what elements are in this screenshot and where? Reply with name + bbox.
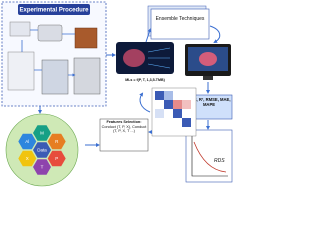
cell <box>155 109 164 118</box>
hexagon <box>33 125 51 141</box>
sample <box>74 27 98 49</box>
hex-label: Data <box>37 148 47 153</box>
graph-box <box>185 129 233 183</box>
result-label: RDS <box>214 158 225 164</box>
diagram: Experimental Procedure MLs = f(P, T, 1,3… <box>1 1 233 187</box>
features-wrap: Features Selection: Conduct (T, P, X), C… <box>101 120 147 134</box>
hexagon <box>18 150 37 167</box>
arrow <box>209 25 221 43</box>
hexagon <box>18 133 37 150</box>
features: Features Selection: Conduct (T, P, X), C… <box>101 120 147 134</box>
metrics-text: MSE, R², RMSE, MAE, MAPE <box>187 97 231 108</box>
features-text: Conduct (T, P, X), Conduct (T, P, X, T .… <box>101 124 147 134</box>
hexagons: Data P T X Al M R <box>18 125 66 175</box>
cell <box>182 100 191 109</box>
hexagon <box>47 150 66 167</box>
features-title: Features Selection: <box>106 120 142 124</box>
hex-label: X <box>26 156 29 161</box>
instrument <box>7 51 35 91</box>
hex-label: Al <box>25 139 29 144</box>
graph-axes <box>191 136 228 177</box>
arrows <box>21 29 75 75</box>
heatmap <box>151 87 197 137</box>
arrow <box>145 28 152 43</box>
instrument <box>9 21 31 37</box>
equation: MLs = f(P, T, 1,3,5-TMB) <box>125 78 165 82</box>
graph-curve <box>193 141 227 173</box>
hexagon <box>33 159 51 175</box>
title-banner <box>18 4 90 15</box>
instrument <box>37 24 63 42</box>
cell <box>182 118 191 127</box>
title: Experimental Procedure <box>19 8 89 14</box>
brain <box>123 49 145 67</box>
hex-label: R <box>55 139 59 144</box>
stand <box>203 76 213 80</box>
hex-label: M <box>40 131 44 136</box>
cell <box>173 109 182 118</box>
apparatus <box>41 59 69 95</box>
cell <box>155 91 164 100</box>
cell <box>164 100 173 109</box>
arrow <box>139 92 151 113</box>
cell <box>164 91 173 100</box>
brain-screen <box>199 52 217 66</box>
ensemble-label: Ensemble Techniques <box>156 16 205 22</box>
ensemble-text: Ensemble Techniques <box>156 16 205 22</box>
hex-label: P <box>55 156 58 161</box>
hex-label: T <box>41 165 44 170</box>
doc-front <box>150 8 210 40</box>
apparatus <box>73 57 101 95</box>
network <box>147 47 171 69</box>
cell <box>173 100 182 109</box>
features-box <box>99 118 149 152</box>
hexagon <box>33 142 51 158</box>
metrics-wrap: MSE, R², RMSE, MAE, MAPE <box>187 97 231 108</box>
hexagon <box>47 133 66 150</box>
